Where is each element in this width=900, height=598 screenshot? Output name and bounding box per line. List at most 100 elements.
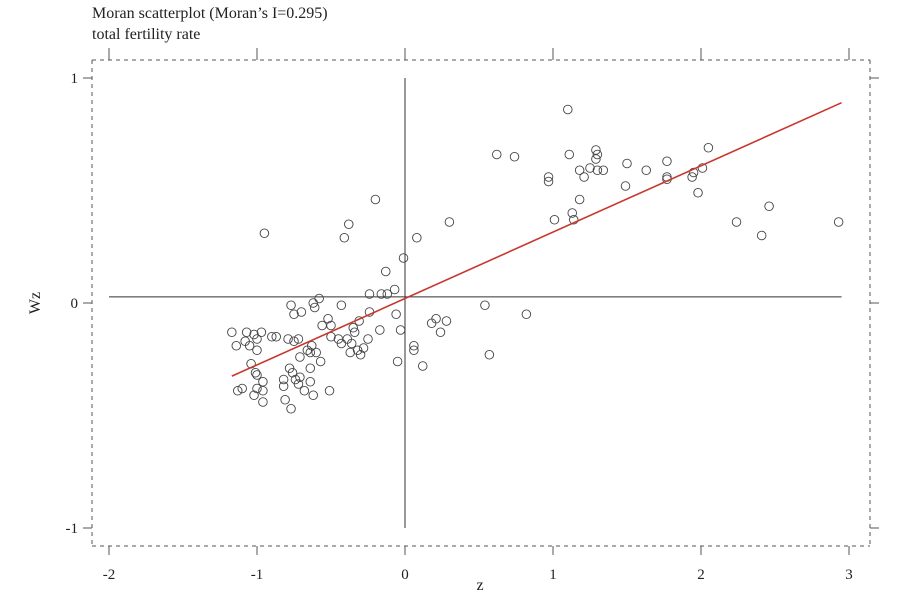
data-point: [295, 372, 305, 383]
data-point: [398, 253, 409, 263]
data-point: [258, 386, 268, 396]
data-point: [564, 149, 575, 160]
x-tick-label: -2: [103, 567, 116, 583]
x-tick-label: 3: [845, 567, 853, 583]
data-point: [435, 327, 446, 338]
data-point: [250, 368, 261, 378]
data-point: [521, 309, 532, 320]
data-point: [231, 341, 242, 351]
data-point: [296, 307, 307, 317]
data-point: [592, 149, 603, 160]
data-point: [259, 228, 270, 238]
data-point: [289, 309, 299, 320]
y-tick-label: -1: [66, 521, 79, 537]
data-point: [249, 390, 259, 401]
data-point: [376, 289, 387, 299]
x-axis-label: z: [476, 577, 483, 593]
data-point: [289, 336, 299, 347]
data-point: [348, 323, 358, 333]
data-point: [309, 302, 320, 313]
data-point: [271, 332, 281, 342]
data-point: [591, 154, 601, 164]
data-point: [308, 298, 318, 308]
data-point: [326, 320, 336, 331]
data-point: [620, 181, 631, 191]
data-point: [409, 341, 419, 351]
data-point: [370, 194, 381, 205]
data-point: [444, 217, 455, 227]
data-point: [687, 172, 697, 182]
data-point: [543, 176, 554, 187]
data-point: [308, 390, 318, 401]
data-point: [302, 345, 313, 356]
data-point: [574, 194, 585, 205]
data-point: [339, 232, 350, 243]
data-point: [375, 325, 385, 335]
data-point: [392, 356, 403, 367]
y-tick-label: 0: [71, 296, 79, 312]
data-point: [258, 397, 268, 407]
data-point: [336, 338, 347, 349]
data-point: [267, 332, 277, 342]
data-point: [278, 374, 289, 385]
data-point: [492, 149, 502, 160]
data-point: [391, 309, 401, 320]
regression-line: [231, 101, 842, 377]
y-axis-label: Wz: [27, 292, 44, 314]
data-point: [336, 300, 347, 311]
x-tick-label: -1: [251, 567, 264, 583]
data-point: [641, 165, 651, 175]
x-tick-label: 2: [697, 567, 705, 583]
data-point: [252, 383, 262, 394]
data-point: [364, 289, 375, 299]
data-point: [585, 163, 595, 173]
data-point: [409, 345, 419, 356]
data-point: [579, 172, 589, 182]
data-point: [305, 347, 316, 358]
data-point: [286, 404, 296, 414]
data-point: [764, 201, 774, 211]
data-point: [295, 352, 305, 362]
data-point: [480, 300, 490, 311]
data-point: [241, 327, 252, 338]
data-point: [323, 314, 333, 324]
data-point: [693, 187, 703, 198]
data-point: [592, 165, 603, 175]
data-point: [345, 347, 355, 358]
data-point: [412, 232, 422, 243]
data-point: [305, 363, 316, 374]
data-point: [252, 345, 262, 356]
data-point: [731, 217, 742, 227]
data-point: [233, 386, 243, 396]
data-point: [287, 368, 298, 378]
data-point: [382, 289, 392, 299]
data-point: [381, 266, 391, 277]
data-point: [280, 395, 290, 405]
data-point: [315, 356, 326, 367]
data-point: [543, 172, 554, 182]
data-point: [358, 343, 369, 353]
data-point: [833, 217, 844, 227]
data-point: [697, 163, 708, 173]
data-point: [418, 361, 428, 371]
data-point: [363, 334, 373, 344]
data-point: [431, 314, 441, 324]
data-point: [567, 208, 577, 218]
data-point: [662, 156, 672, 166]
data-point: [344, 219, 354, 229]
data-point: [252, 334, 262, 344]
data-point: [324, 386, 335, 396]
data-point: [283, 334, 293, 344]
data-point: [311, 347, 321, 358]
data-point: [703, 142, 714, 153]
data-point: [756, 230, 767, 241]
data-point: [305, 377, 316, 387]
data-point: [227, 327, 237, 338]
data-point: [568, 214, 579, 225]
data-point: [574, 165, 585, 175]
data-point: [293, 379, 304, 389]
data-point: [484, 350, 495, 360]
data-point: [389, 284, 400, 295]
